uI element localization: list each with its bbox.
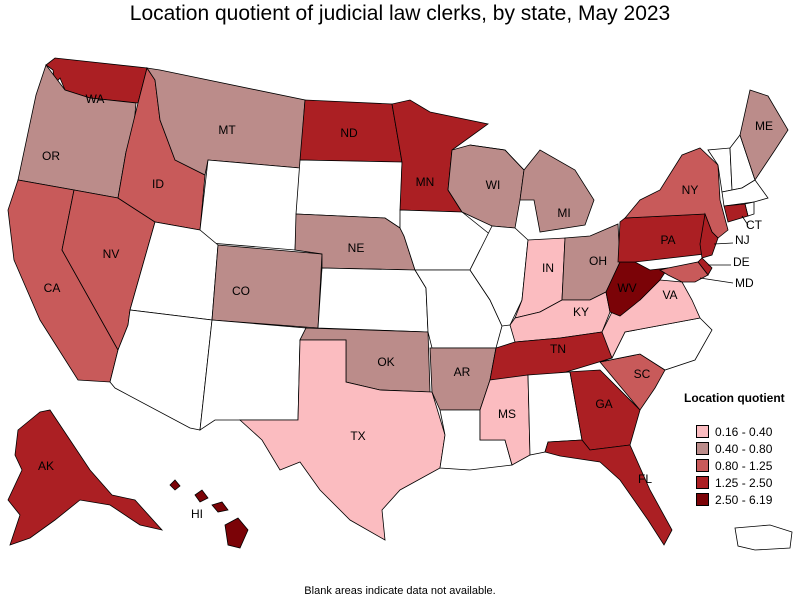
- label-WV: WV: [617, 281, 636, 295]
- state-labels: WA OR CA NV ID MT CO ND NE OK TX MN AR WI MS MI IN OH KY TN…: [38, 92, 773, 521]
- legend-label: 0.80 - 1.25: [715, 458, 773, 473]
- legend-swatch: [696, 459, 709, 472]
- label-TX: TX: [350, 429, 365, 443]
- legend-item: 0.80 - 1.25: [684, 457, 796, 474]
- legend-item: 1.25 - 2.50: [684, 474, 796, 491]
- state-HI[interactable]: [169, 479, 249, 549]
- state-CT[interactable]: [723, 203, 749, 223]
- state-AK[interactable]: [7, 409, 164, 546]
- label-MD: MD: [735, 276, 754, 290]
- label-MS: MS: [498, 407, 516, 421]
- legend-title: Location quotient: [684, 391, 785, 405]
- legend-item: 0.40 - 0.80: [684, 440, 796, 457]
- label-MI: MI: [557, 206, 570, 220]
- label-DE: DE: [733, 255, 750, 269]
- state-FL[interactable]: [544, 439, 673, 546]
- label-WI: WI: [486, 178, 501, 192]
- legend-label: 0.16 - 0.40: [715, 424, 773, 439]
- legend-label: 0.40 - 0.80: [715, 441, 773, 456]
- label-VA: VA: [662, 288, 677, 302]
- label-IN: IN: [542, 261, 554, 275]
- label-KY: KY: [573, 305, 589, 319]
- label-CA: CA: [44, 281, 61, 295]
- label-HI: HI: [191, 507, 203, 521]
- map-title: Location quotient of judicial law clerks…: [129, 2, 671, 25]
- label-ND: ND: [340, 126, 358, 140]
- footnote: Blank areas indicate data not available.: [304, 585, 496, 597]
- label-AR: AR: [454, 365, 471, 379]
- state-IL[interactable]: [469, 225, 529, 327]
- leader-lines: [699, 215, 749, 284]
- state-TX[interactable]: [238, 339, 446, 541]
- state-MI[interactable]: [469, 144, 595, 233]
- label-WA: WA: [86, 92, 105, 106]
- label-CO: CO: [232, 284, 250, 298]
- legend-swatch: [696, 493, 709, 506]
- label-PA: PA: [660, 233, 675, 247]
- legend-label: 1.25 - 2.50: [715, 475, 773, 490]
- label-OR: OR: [42, 149, 60, 163]
- label-MT: MT: [218, 123, 236, 137]
- label-GA: GA: [595, 397, 612, 411]
- legend-swatch: [696, 442, 709, 455]
- label-NJ: NJ: [735, 233, 750, 247]
- label-ME: ME: [755, 119, 773, 133]
- label-TN: TN: [550, 342, 566, 356]
- label-OH: OH: [589, 254, 607, 268]
- legend: Location quotient 0.16 - 0.40 0.40 - 0.80…: [684, 391, 796, 508]
- label-AK: AK: [38, 459, 54, 473]
- legend-swatch: [696, 425, 709, 438]
- state-KS[interactable]: [317, 267, 429, 333]
- label-ID: ID: [152, 177, 164, 191]
- label-MN: MN: [416, 175, 435, 189]
- territory-PR[interactable]: [734, 524, 793, 551]
- legend-label: 2.50 - 6.19: [715, 492, 773, 507]
- label-NE: NE: [348, 241, 365, 255]
- label-FL: FL: [638, 472, 652, 486]
- state-WY[interactable]: [197, 159, 301, 251]
- legend-item: 2.50 - 6.19: [684, 491, 796, 508]
- legend-swatch: [696, 476, 709, 489]
- state-CO[interactable]: [211, 244, 323, 329]
- legend-item: 0.16 - 0.40: [684, 423, 796, 440]
- state-NM[interactable]: [199, 319, 307, 431]
- state-NJ[interactable]: [699, 212, 719, 259]
- label-NV: NV: [103, 247, 120, 261]
- label-CT: CT: [746, 218, 763, 232]
- label-SC: SC: [634, 367, 651, 381]
- label-NY: NY: [682, 183, 699, 197]
- legend-items: 0.16 - 0.40 0.40 - 0.80 0.80 - 1.25 1.25 - …: [684, 423, 796, 508]
- state-MT[interactable]: [146, 67, 306, 176]
- label-OK: OK: [377, 355, 394, 369]
- state-MD[interactable]: [658, 261, 709, 283]
